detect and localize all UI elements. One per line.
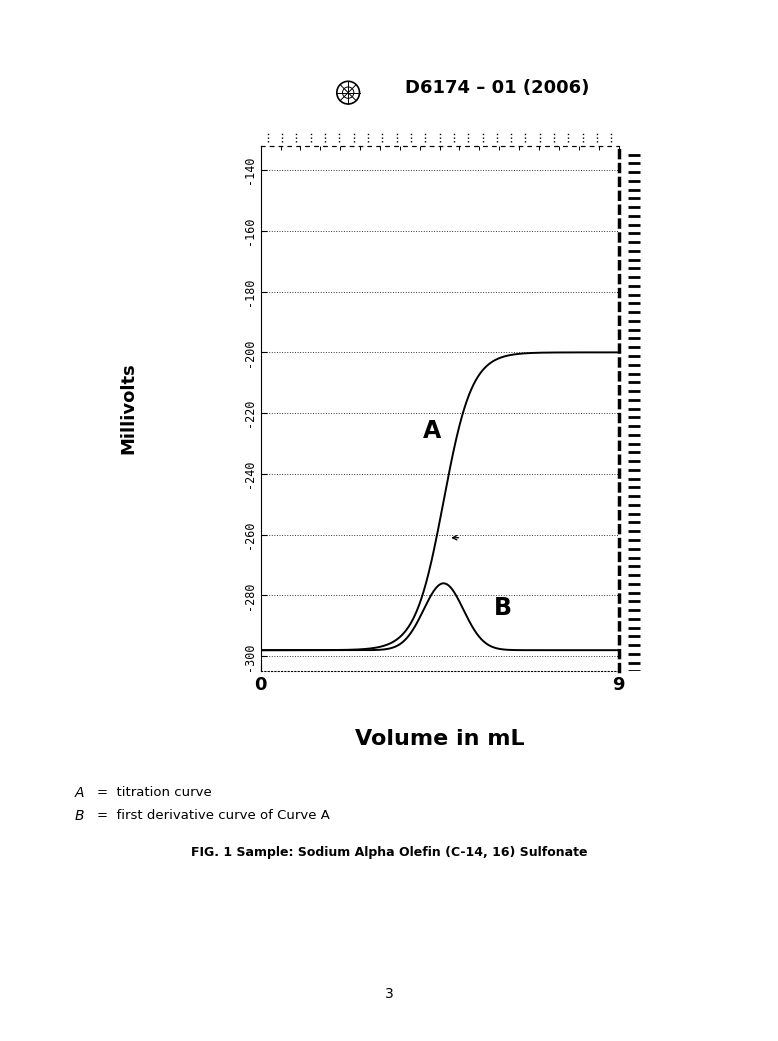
Text: A: A [422, 420, 441, 443]
Text: Millivolts: Millivolts [119, 362, 138, 455]
Text: $\mathit{B}$: $\mathit{B}$ [74, 809, 85, 822]
Text: $\mathit{A}$: $\mathit{A}$ [74, 786, 85, 799]
Text: =  titration curve: = titration curve [97, 786, 212, 798]
Text: B: B [494, 595, 512, 619]
Text: 3: 3 [384, 988, 394, 1001]
Text: Volume in mL: Volume in mL [355, 729, 524, 748]
Text: =  first derivative curve of Curve A: = first derivative curve of Curve A [97, 809, 330, 821]
Text: FIG. 1 Sample: Sodium Alpha Olefin (C-14, 16) Sulfonate: FIG. 1 Sample: Sodium Alpha Olefin (C-14… [191, 846, 587, 859]
Text: D6174 – 01 (2006): D6174 – 01 (2006) [405, 79, 589, 98]
